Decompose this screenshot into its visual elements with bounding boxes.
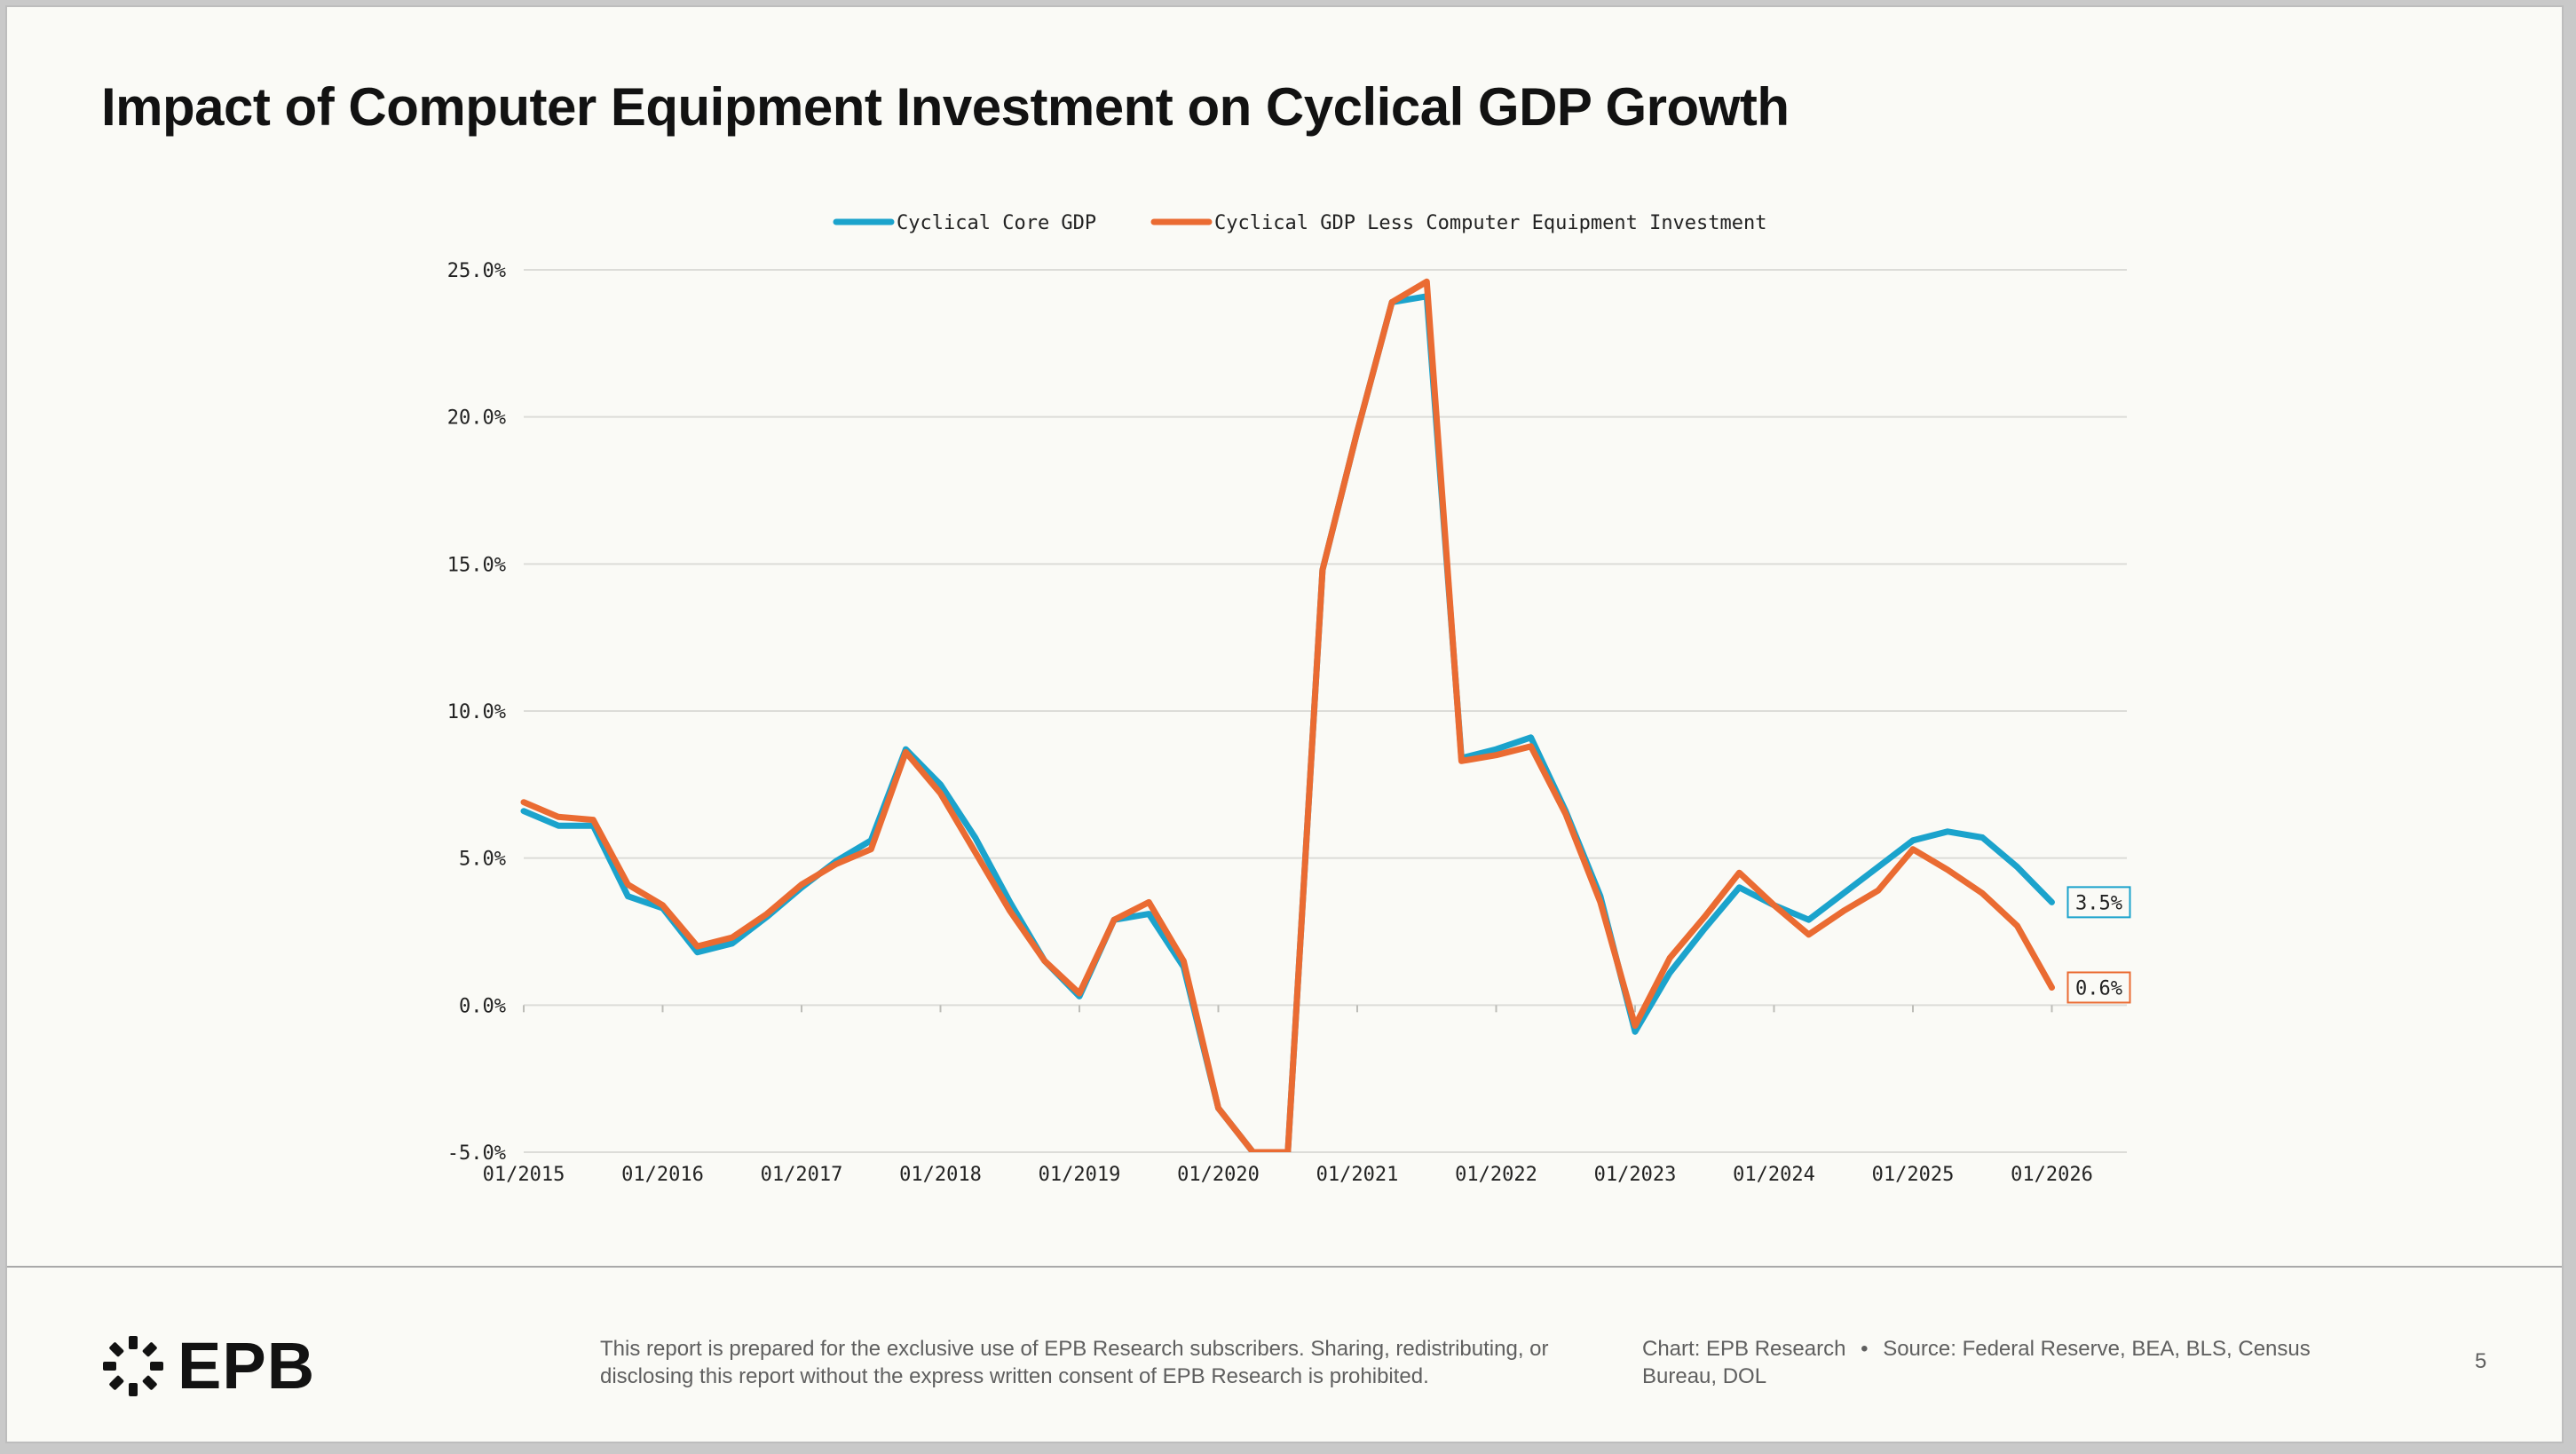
x-tick-label: 01/2020 bbox=[1177, 1164, 1260, 1186]
slide: Impact of Computer Equipment Investment … bbox=[5, 5, 2564, 1443]
end-label-box bbox=[2066, 971, 2131, 1004]
y-tick-label: 25.0% bbox=[447, 260, 506, 282]
page-title: Impact of Computer Equipment Investment … bbox=[101, 77, 1790, 137]
page-number: 5 bbox=[2475, 1349, 2487, 1373]
starburst-icon bbox=[103, 1335, 163, 1396]
epb-logo: EPB bbox=[101, 1328, 315, 1403]
series-line-less-computer-equipment bbox=[520, 278, 2055, 1152]
source-separator: • bbox=[1861, 1337, 1869, 1361]
disclaimer-text: This report is prepared for the exclusiv… bbox=[600, 1337, 1549, 1388]
line-chart: 25.0% 20.0% 15.0% 10.0% 5.0% 0.0% -5.0%01/2015… bbox=[447, 212, 2131, 1186]
x-tick-label: 01/2017 bbox=[761, 1164, 843, 1186]
legend-label: Cyclical Core GDP bbox=[897, 212, 1096, 234]
y-tick-label: 5.0% bbox=[459, 849, 506, 871]
series-line-core-gdp bbox=[520, 293, 2055, 1152]
x-tick-label: 01/2024 bbox=[1733, 1164, 1815, 1186]
y-tick-label: 0.0% bbox=[459, 995, 506, 1017]
x-tick-label: 01/2019 bbox=[1039, 1164, 1121, 1186]
y-tick-label: -5.0% bbox=[447, 1142, 506, 1165]
end-value-label: 0.6% bbox=[2075, 977, 2122, 1000]
chart-source: Chart: EPB Research • Source: Federal Re… bbox=[1642, 1335, 2317, 1390]
chart-credit: Chart: EPB Research bbox=[1642, 1337, 1846, 1361]
x-tick-label: 01/2023 bbox=[1594, 1164, 1677, 1186]
x-tick-label: 01/2026 bbox=[2011, 1164, 2093, 1186]
source-text: Source: Federal Reserve, BEA, BLS, Censu… bbox=[1642, 1337, 2311, 1388]
x-tick-label: 01/2015 bbox=[483, 1164, 565, 1186]
x-tick-label: 01/2022 bbox=[1455, 1164, 1537, 1186]
end-value-label: 3.5% bbox=[2075, 892, 2122, 914]
x-tick-label: 01/2025 bbox=[1872, 1164, 1955, 1186]
x-tick-label: 01/2016 bbox=[621, 1164, 704, 1186]
y-tick-label: 10.0% bbox=[447, 701, 506, 723]
footer-divider bbox=[7, 1266, 2562, 1268]
x-tick-label: 01/2021 bbox=[1316, 1164, 1399, 1186]
x-tick-label: 01/2018 bbox=[899, 1164, 982, 1186]
legend-label: Cyclical GDP Less Computer Equipment Inv… bbox=[1214, 212, 1767, 234]
logo-text: EPB bbox=[178, 1329, 316, 1403]
y-tick-label: 15.0% bbox=[447, 554, 506, 576]
y-tick-label: 20.0% bbox=[447, 407, 506, 430]
end-label-box bbox=[2066, 886, 2131, 919]
